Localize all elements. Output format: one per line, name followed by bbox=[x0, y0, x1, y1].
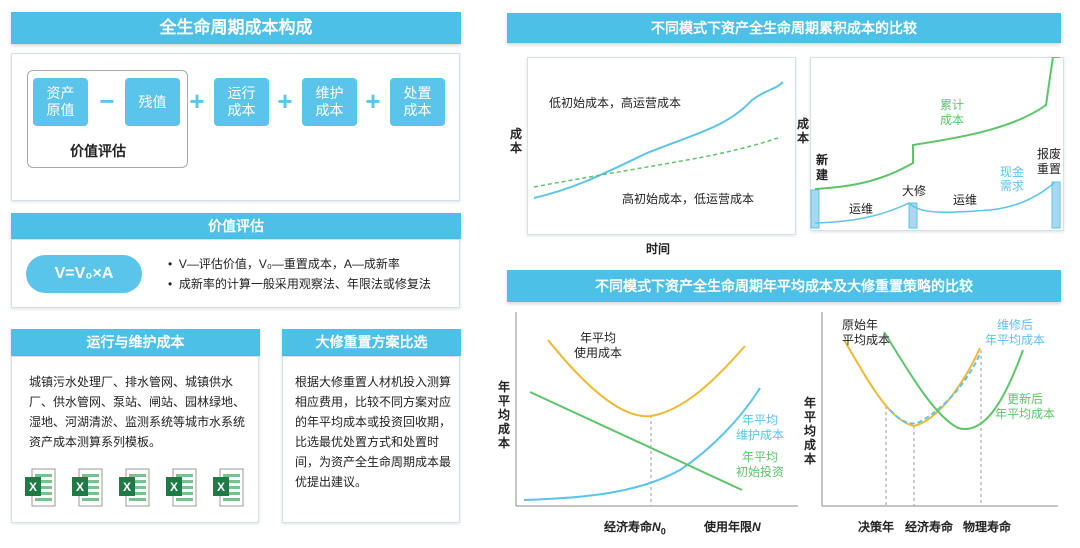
annual-banner: 不同模式下资产全生命周期年平均成本及大修重置策略的比较 bbox=[507, 270, 1061, 302]
label-annual-invest: 年平均 初始投资 bbox=[736, 450, 785, 479]
valuation-formula: V=V₀×A bbox=[26, 255, 142, 293]
overhaul-banner: 大修重置方案比选 bbox=[282, 329, 461, 356]
label-annual-maint: 年平均 维护成本 bbox=[736, 413, 785, 442]
composition-banner: 全生命周期成本构成 bbox=[11, 12, 461, 44]
excel-file-icon: X bbox=[24, 468, 56, 508]
xlabel-econ-life-subscript: 0 bbox=[660, 526, 666, 537]
xlabel-decision-year: 决策年 bbox=[858, 520, 895, 534]
cumulative-left-chart bbox=[533, 81, 784, 199]
after-renewal-cost-curve bbox=[883, 331, 1024, 430]
annual-right-chart bbox=[821, 312, 1058, 507]
after-repair-cost-curve bbox=[889, 353, 981, 425]
svg-text:X: X bbox=[217, 480, 225, 494]
annual-left-ylabel: 年平均成本 bbox=[497, 380, 510, 450]
excel-file-icon: X bbox=[212, 468, 244, 508]
valuation-banner: 价值评估 bbox=[11, 213, 461, 239]
cumulative-right-ylabel: 成本 bbox=[796, 117, 809, 145]
xlabel-econ-life-symbol: N bbox=[652, 520, 661, 534]
overhaul-bar bbox=[908, 202, 918, 229]
maintenance-cost-box: 维护 成本 bbox=[302, 78, 357, 126]
label-after-renewal: 更新后 年平均成本 bbox=[995, 392, 1056, 421]
om-cost-text: 城镇污水处理厂、排水管网、城镇供水厂、供水管网、泵站、闸站、园林绿地、湿地、河湖… bbox=[29, 375, 246, 449]
cash-demand-curve bbox=[814, 182, 1055, 224]
label-after-repair: 维修后 年平均成本 bbox=[985, 318, 1046, 347]
om-cost-banner: 运行与维护成本 bbox=[11, 329, 260, 356]
svg-text:X: X bbox=[123, 480, 131, 494]
label-overhaul: 大修 bbox=[902, 184, 927, 198]
excel-file-icon: X bbox=[118, 468, 150, 508]
plus-operator-2: + bbox=[277, 86, 293, 116]
annual-invest-curve bbox=[529, 391, 743, 491]
label-original-annual: 原始年 平均成本 bbox=[842, 318, 891, 347]
valuation-subtitle: 价值评估 bbox=[70, 143, 126, 159]
overhaul-text: 根据大修重置人材机投入测算相应费用，比较不同方案对应的年平均成本或投资回收期，比… bbox=[295, 375, 452, 489]
svg-text:X: X bbox=[29, 480, 37, 494]
low-initial-high-op-curve bbox=[533, 81, 784, 199]
valuation-bullet-2-text: 成新率的计算一般采用观察法、年限法或修复法 bbox=[178, 277, 431, 291]
cumulative-cost-curve bbox=[814, 57, 1060, 190]
plus-operator-3: + bbox=[365, 86, 381, 116]
label-low-op: 高初始成本，低运营成本 bbox=[622, 192, 755, 206]
xlabel-econ-life-text: 经济寿命 bbox=[604, 520, 653, 534]
xlabel-years: 使用年限N bbox=[704, 518, 761, 535]
label-op-2: 运维 bbox=[953, 193, 978, 207]
annual-left-chart bbox=[515, 312, 798, 507]
annual-right-ylabel: 年平均成本 bbox=[803, 396, 816, 466]
valuation-bullet-2: • 成新率的计算一般采用观察法、年限法或修复法 bbox=[168, 277, 431, 291]
cumulative-left-ylabel: 成本 bbox=[509, 127, 522, 155]
label-cumulative-cost: 累计 成本 bbox=[940, 98, 965, 127]
xlabel-econ-life: 经济寿命N0 bbox=[604, 518, 666, 536]
annual-maint-cost-curve bbox=[523, 387, 761, 501]
valuation-bullet-1: • V—评估价值，V₀—重置成本，A—成新率 bbox=[168, 257, 400, 271]
disposal-cost-box: 处置 成本 bbox=[390, 78, 445, 126]
high-initial-low-op-curve bbox=[533, 136, 782, 188]
svg-text:X: X bbox=[76, 480, 84, 494]
plus-operator-1: + bbox=[189, 86, 205, 116]
excel-file-icon: X bbox=[71, 468, 103, 508]
minus-operator: − bbox=[99, 86, 115, 116]
cumulative-left-xlabel: 时间 bbox=[646, 242, 671, 256]
scrap-bar bbox=[1051, 181, 1061, 229]
asset-original-value-box: 资产 原值 bbox=[33, 78, 88, 126]
excel-file-icon: X bbox=[165, 468, 197, 508]
residual-value-box: 残值 bbox=[125, 78, 180, 126]
xlabel-econ-life-right: 经济寿命 bbox=[905, 520, 954, 534]
cumulative-right-chart bbox=[810, 57, 1061, 229]
xlabel-years-symbol: N bbox=[752, 520, 761, 534]
new-build-bar bbox=[810, 189, 820, 229]
cumulative-banner: 不同模式下资产全生命周期累积成本的比较 bbox=[507, 13, 1061, 43]
annual-use-cost-curve bbox=[547, 339, 746, 418]
label-op-1: 运维 bbox=[849, 202, 874, 216]
svg-text:X: X bbox=[170, 480, 178, 494]
xlabel-years-text: 使用年限 bbox=[704, 520, 753, 534]
original-annual-cost-curve bbox=[843, 339, 981, 428]
operating-cost-box: 运行 成本 bbox=[214, 78, 269, 126]
overhaul-panel bbox=[282, 356, 460, 523]
label-new-build: 新建 bbox=[816, 153, 829, 182]
xlabel-physical-life: 物理寿命 bbox=[963, 520, 1012, 534]
label-scrap-replace: 报废 重置 bbox=[1037, 147, 1062, 176]
label-cash-demand: 现金 需求 bbox=[1000, 165, 1025, 193]
valuation-bullet-1-text: V—评估价值，V₀—重置成本，A—成新率 bbox=[178, 257, 400, 271]
label-high-op: 低初始成本，高运营成本 bbox=[549, 96, 682, 110]
label-annual-use: 年平均 使用成本 bbox=[574, 331, 623, 360]
